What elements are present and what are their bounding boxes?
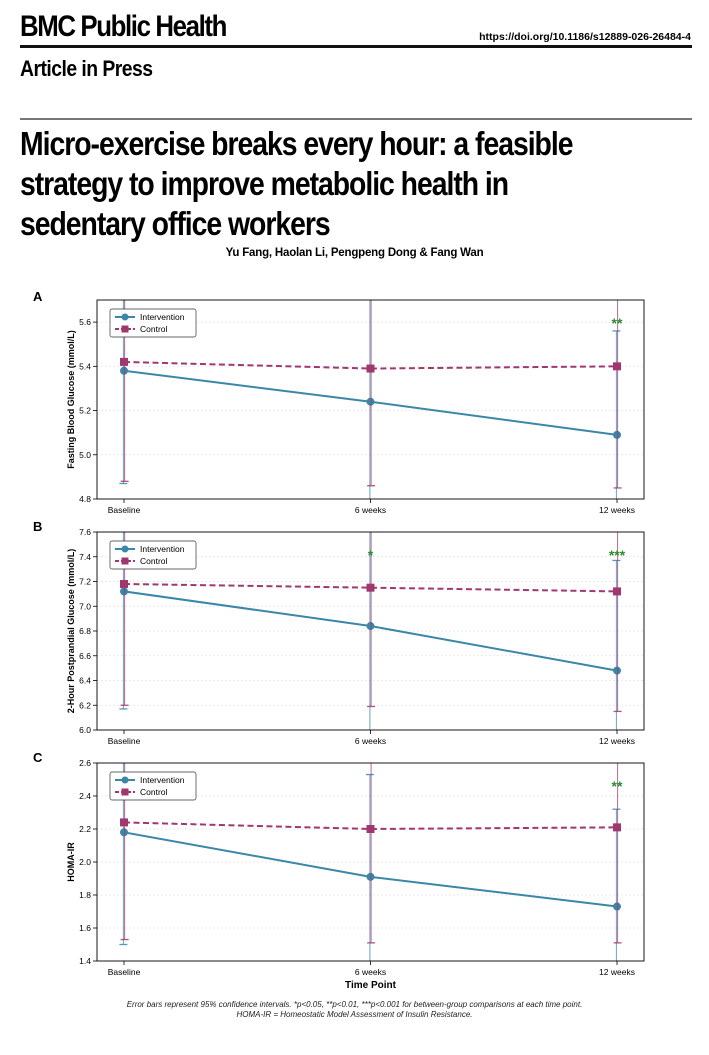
figure-caption: Error bars represent 95% confidence inte… xyxy=(0,1000,709,1020)
y-tick-label: 5.0 xyxy=(79,450,91,460)
y-axis-label: Fasting Blood Glucose (mmol/L) xyxy=(66,330,76,469)
significance-marker: * xyxy=(368,547,374,563)
data-point-control xyxy=(366,825,375,833)
y-tick-label: 6.6 xyxy=(79,651,91,661)
legend-label-intervention: Intervention xyxy=(140,312,185,322)
journal-name: BMC Public Health xyxy=(20,10,227,43)
x-tick-label: 12 weeks xyxy=(599,967,635,977)
x-tick-label: 12 weeks xyxy=(599,736,635,746)
x-tick-label: 12 weeks xyxy=(599,505,635,515)
data-point-control xyxy=(120,818,128,827)
legend-label-intervention: Intervention xyxy=(140,775,185,785)
data-point-control xyxy=(366,583,375,592)
y-tick-label: 2.6 xyxy=(79,758,91,768)
y-tick-label: 1.6 xyxy=(79,923,91,933)
article-status: Article in Press xyxy=(20,56,153,81)
plot-frame xyxy=(96,531,645,731)
y-tick-label: 6.4 xyxy=(79,676,91,686)
plot-frame xyxy=(96,299,645,500)
x-axis-title: Time Point xyxy=(345,980,397,991)
chart-panel-b: B 6.0 6.2 6.4 6.6 6.8 7.0 7.2 7.4 7.6 2-Hour Postp… xyxy=(33,519,645,746)
data-point-intervention xyxy=(613,430,621,439)
data-point-control xyxy=(120,579,128,588)
y-tick-label: 5.6 xyxy=(79,317,91,327)
legend-marker-control xyxy=(121,788,129,796)
series-line-control xyxy=(123,360,618,370)
y-tick-label: 5.4 xyxy=(79,361,91,371)
caption-line: HOMA-IR = Homeostatic Model Assessment o… xyxy=(236,1010,473,1019)
series-line-intervention xyxy=(123,831,618,908)
y-tick-label: 7.4 xyxy=(79,552,91,562)
x-tick-label: Baseline xyxy=(108,505,141,515)
y-tick-label: 6.8 xyxy=(79,626,91,636)
data-point-control xyxy=(613,362,621,371)
significance-marker: ** xyxy=(612,315,623,331)
data-point-intervention xyxy=(120,366,128,375)
plot-frame xyxy=(96,762,645,962)
y-axis-label: 2-Hour Postprandial Glucose (mmol/L) xyxy=(66,549,76,714)
chart-panel-c: C 1.4 1.6 1.8 2.0 2.2 2.4 2.6 HOMA-IR Baseline 6 w… xyxy=(33,750,645,991)
title-line: sedentary office workers xyxy=(20,205,331,242)
legend-label-intervention: Intervention xyxy=(140,544,185,554)
data-point-control xyxy=(613,823,621,832)
y-tick-label: 5.2 xyxy=(79,406,91,416)
legend-marker-control xyxy=(121,557,129,565)
x-tick-label: 6 weeks xyxy=(355,967,386,977)
header-rule xyxy=(20,45,692,48)
y-tick-label: 2.2 xyxy=(79,824,91,834)
x-tick-label: 6 weeks xyxy=(355,736,386,746)
y-tick-label: 2.4 xyxy=(79,791,91,801)
data-point-intervention xyxy=(613,902,621,911)
x-tick-label: 6 weeks xyxy=(355,505,386,515)
data-point-control xyxy=(613,587,621,596)
data-point-intervention xyxy=(120,828,128,837)
legend-marker-intervention xyxy=(121,776,129,784)
y-tick-label: 6.0 xyxy=(79,725,91,735)
panel-label: B xyxy=(33,519,42,534)
x-tick-label: Baseline xyxy=(108,967,141,977)
data-point-intervention xyxy=(120,587,128,596)
legend-marker-control xyxy=(121,325,129,333)
series-line-control xyxy=(123,821,618,831)
title-line: strategy to improve metabolic health in xyxy=(20,165,509,202)
data-point-intervention xyxy=(366,622,375,631)
x-tick-label: Baseline xyxy=(108,736,141,746)
significance-marker: ** xyxy=(612,778,623,794)
y-tick-label: 6.2 xyxy=(79,700,91,710)
series-line-control xyxy=(123,582,618,593)
doi-link[interactable]: https://doi.org/10.1186/s12889-026-26484… xyxy=(479,31,691,43)
data-point-control xyxy=(120,357,128,366)
y-tick-label: 7.2 xyxy=(79,577,91,587)
y-tick-label: 1.8 xyxy=(79,890,91,900)
panel-label: A xyxy=(33,289,43,304)
legend-label-control: Control xyxy=(140,556,168,566)
title-line: Micro-exercise breaks every hour: a feas… xyxy=(20,125,574,162)
article-title: Micro-exercise breaks every hour: a feas… xyxy=(20,124,622,244)
data-point-intervention xyxy=(366,397,375,406)
data-point-intervention xyxy=(366,872,375,881)
y-tick-label: 7.6 xyxy=(79,527,91,537)
caption-line: Error bars represent 95% confidence inte… xyxy=(126,1000,583,1009)
title-rule xyxy=(20,118,692,120)
y-tick-label: 4.8 xyxy=(79,494,91,504)
legend-label-control: Control xyxy=(140,787,168,797)
y-tick-label: 2.0 xyxy=(79,857,91,867)
y-axis-label: HOMA-IR xyxy=(66,842,76,882)
panel-label: C xyxy=(33,750,43,765)
legend-label-control: Control xyxy=(140,324,168,334)
legend-marker-intervention xyxy=(121,313,129,321)
y-tick-label: 7.0 xyxy=(79,601,91,611)
significance-marker: *** xyxy=(609,547,626,563)
y-tick-label: 1.4 xyxy=(79,956,91,966)
data-point-control xyxy=(366,364,375,373)
data-point-intervention xyxy=(613,666,621,675)
legend-marker-intervention xyxy=(121,545,129,553)
author-list: Yu Fang, Haolan Li, Pengpeng Dong & Fang… xyxy=(225,247,484,259)
